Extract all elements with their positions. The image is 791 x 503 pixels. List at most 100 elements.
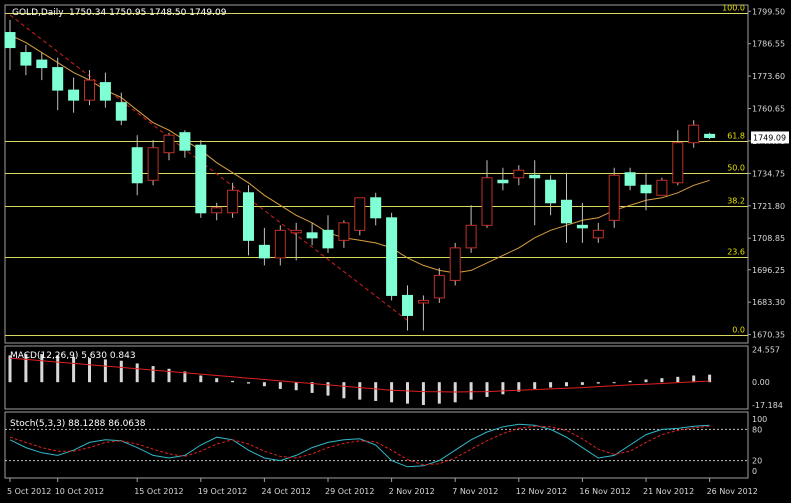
price-tick-label: 1670.35 [752,331,785,340]
ohlc-label: 1750.34 1750.95 1748.50 1749.09 [69,8,227,18]
candle-body [433,274,445,299]
candle-body [4,32,16,49]
macd-bar [660,378,664,383]
candle [290,222,302,261]
candle-body [163,134,175,154]
candle-body [402,294,413,316]
time-tick-label: 16 Nov 2012 [579,487,630,496]
macd-bar [56,355,60,383]
macd-tick-label: 0.00 [752,378,770,387]
candle [561,172,572,243]
price-tick-label: 1696.25 [752,266,785,275]
stoch-tick-label: 100 [752,415,767,424]
candle-body [243,192,254,241]
candle [656,177,668,196]
macd-bar [421,382,425,405]
candle [274,225,286,266]
time-tick-label: 2 Nov 2012 [389,487,435,496]
price-tick-label: 1734.75 [752,169,785,178]
candle-body [688,124,700,144]
candle [227,182,239,218]
pane-frames [4,4,749,479]
fib-label: 50.0 [727,164,745,173]
candle [20,45,32,76]
macd-bar [72,356,76,383]
candle [449,242,461,286]
macd-bar [119,360,123,383]
pane-frame [4,411,749,479]
candle-body [370,197,382,219]
candle-body [258,244,270,259]
candle-body [592,229,604,239]
candle-body [529,174,541,179]
candle [688,120,700,148]
candle [608,167,620,228]
price-tick-label: 1683.30 [752,298,785,307]
macd-title: MACD(12,26,9) 5.630 0.843 [10,351,136,361]
candle-body [704,133,716,138]
stoch-tick-label: 20 [752,457,762,466]
macd-bar [501,382,505,395]
macd-pane[interactable]: 24.557 0.00 -17.184 MACD(12,26,9) 5.630 0.… [8,345,783,410]
stoch-main-line [9,423,710,468]
candle [592,222,604,243]
stoch-tick-label: 80 [752,425,762,434]
trendline[interactable] [9,14,408,321]
price-tick-label: 1708.85 [752,234,785,243]
macd-bar [612,382,616,384]
macd-bar [151,366,155,383]
macd-axis: 24.557 0.00 -17.184 [752,345,783,410]
candle [99,72,111,108]
fibonacci-levels: 100.0 61.8 50.0 38.2 23.6 0.0 [5,4,748,336]
price-tick-label: 1799.50 [752,7,785,16]
price-pane[interactable]: 100.0 61.8 50.0 38.2 23.6 0.0 1799.50 1786.55 1… [4,4,789,340]
candle [481,160,493,228]
candle [147,140,159,186]
price-tick-label: 1760.65 [752,105,785,114]
candle-body [274,229,286,259]
macd-signal-line [9,357,710,393]
candle-body [417,299,429,304]
price-tick-label: 1786.55 [752,40,785,49]
macd-bar [262,382,266,387]
macd-bar [374,382,378,401]
candle-body [36,59,48,69]
stochastic-levels [5,428,748,462]
macd-bar [644,379,648,383]
macd-bar [24,354,28,383]
candle-body [386,217,398,296]
price-tick-label: 1773.60 [752,72,785,81]
stochastic-title: Stoch(5,3,3) 88.1288 86.0638 [10,419,146,429]
time-tick-label: 24 Oct 2012 [261,487,310,496]
candle [497,167,509,191]
candle-body [608,174,620,221]
candle-body [52,67,64,91]
candle [84,70,95,106]
candle [36,52,48,81]
candle-body [561,199,572,224]
time-tick-label: 26 Nov 2012 [707,487,758,496]
candle-body [290,229,302,234]
macd-bar [580,382,584,385]
time-tick-label: 5 Oct 2012 [7,487,51,496]
macd-signal-polyline [9,357,710,393]
macd-bar [40,354,44,383]
candle-body [465,224,477,249]
candle [243,185,254,256]
macd-bar [390,382,394,403]
candle-body [84,79,95,101]
candle-body [481,177,493,226]
candle [386,212,398,301]
candle [417,295,429,331]
candles [4,20,716,331]
macd-bar [628,380,632,383]
macd-bar [183,371,187,383]
candle-body [624,172,636,186]
current-price-tag [751,131,789,144]
macd-bar [596,382,600,384]
candle [354,197,366,236]
macd-histogram [8,354,712,405]
